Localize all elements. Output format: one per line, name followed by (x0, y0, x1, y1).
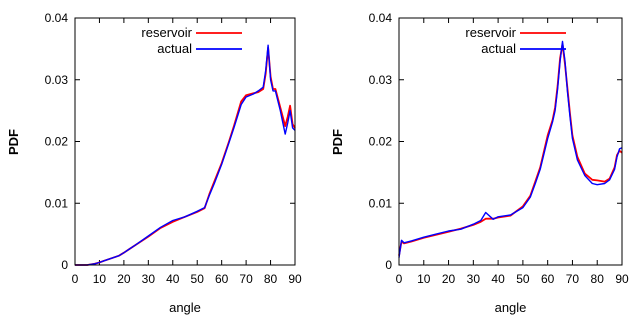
legend-label-reservoir: reservoir (141, 25, 192, 40)
series-line-reservoir (398, 43, 623, 256)
y-tick-label: 0 (61, 258, 68, 272)
legend-label-actual: actual (481, 41, 516, 56)
y-tick-label: 0.03 (45, 73, 69, 87)
x-axis-label: angle (169, 300, 201, 315)
y-tick-label: 0.04 (369, 11, 393, 25)
x-tick-label: 20 (117, 272, 131, 286)
y-tick-label: 0.04 (45, 11, 69, 25)
series-line-actual (398, 40, 623, 258)
x-tick-label: 10 (417, 272, 431, 286)
x-tick-label: 30 (467, 272, 481, 286)
y-tick-label: 0 (385, 258, 392, 272)
y-tick-label: 0.01 (369, 196, 393, 210)
chart-panel-2: 0 10 20 30 40 50 60 70 80 90 0 0.01 0.02 0.03 0.04 angl… (330, 11, 629, 315)
x-tick-label: 30 (142, 272, 156, 286)
x-tick-label: 40 (491, 272, 505, 286)
x-axis-label: angle (495, 300, 527, 315)
series-line-actual (75, 44, 296, 266)
legend-label-actual: actual (157, 41, 192, 56)
plot-frame (74, 17, 296, 266)
x-tick-label: 0 (396, 272, 403, 286)
y-tick-label: 0.02 (369, 135, 393, 149)
y-tick-label: 0.03 (369, 73, 393, 87)
chart-panel-1: 0 10 20 30 40 50 60 70 80 90 0 0.01 0.02 0.03 0.04 angl… (6, 11, 302, 315)
y-tick-label: 0.01 (45, 196, 69, 210)
y-tick-label: 0.02 (45, 135, 69, 149)
x-tick-label: 0 (72, 272, 79, 286)
plot-frame (398, 17, 623, 266)
x-tick-label: 90 (615, 272, 629, 286)
legend-label-reservoir: reservoir (465, 25, 516, 40)
x-tick-label: 80 (591, 272, 605, 286)
y-axis-label: PDF (330, 129, 345, 155)
x-tick-label: 90 (288, 272, 302, 286)
y-axis-label: PDF (6, 129, 21, 155)
x-tick-label: 80 (264, 272, 278, 286)
x-tick-label: 60 (215, 272, 229, 286)
x-tick-label: 10 (93, 272, 107, 286)
x-tick-label: 60 (541, 272, 555, 286)
x-tick-label: 50 (191, 272, 205, 286)
x-tick-label: 20 (442, 272, 456, 286)
x-tick-label: 50 (516, 272, 530, 286)
series-line-reservoir (75, 46, 296, 266)
x-tick-label: 40 (166, 272, 180, 286)
x-tick-label: 70 (239, 272, 253, 286)
x-tick-label: 70 (566, 272, 580, 286)
